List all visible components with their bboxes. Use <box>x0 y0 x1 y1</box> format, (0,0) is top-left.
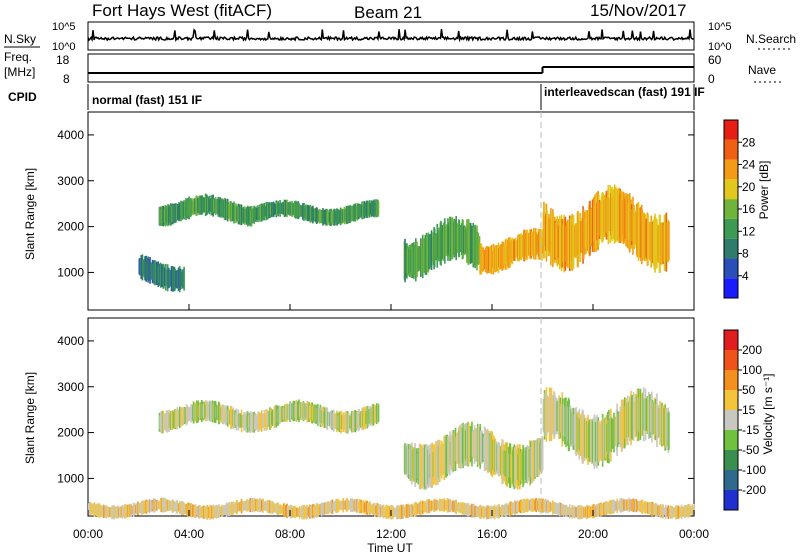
velocity-heatmap <box>88 387 695 520</box>
colorbar-tick-label: 16 <box>742 202 756 216</box>
cpid-segment-1: normal (fast) 151 IF <box>92 93 202 107</box>
freq-trace <box>88 66 694 74</box>
colorbar-segment <box>724 450 738 470</box>
nsky-tick-bottom: 10^0 <box>52 41 76 53</box>
colorbar-tick-label: 15 <box>742 403 756 417</box>
nsky-tick-top: 10^5 <box>52 21 76 33</box>
colorbar-tick-label: 50 <box>742 383 756 397</box>
colorbar-tick-label: -100 <box>742 463 766 477</box>
power-colorbar: 28 24 20 16 12 8 4 <box>723 119 756 299</box>
freq-tick-top: 18 <box>56 53 70 67</box>
power-ylabel: Slant Range [km] <box>23 168 37 260</box>
x-tick-label: 12:00 <box>376 527 406 541</box>
colorbar-tick-label: 12 <box>742 224 756 238</box>
colorbar-segment <box>724 350 738 370</box>
data-cell <box>377 201 380 216</box>
velocity-yticks: 4000 3000 2000 1000 <box>57 334 694 485</box>
colorbar-segment <box>724 330 738 350</box>
colorbar-segment <box>724 159 738 180</box>
nave-tick-bottom: 0 <box>708 72 715 86</box>
x-axis-label: Time UT <box>367 541 413 554</box>
data-cell <box>183 266 185 291</box>
data-cell <box>668 411 670 451</box>
velocity-ylabel: Slant Range [km] <box>23 372 37 464</box>
power-colorbar-label: Power [dB] <box>757 161 771 220</box>
date-label: 15/Nov/2017 <box>590 1 686 20</box>
colorbar-tick-label: 4 <box>742 269 749 283</box>
nsearch-label: N.Search <box>746 32 796 46</box>
colorbar-segment <box>724 370 738 390</box>
velocity-colorbar: 200 100 50 15 -15 -50 -100 -200 <box>723 329 766 511</box>
x-tick-label: 00:00 <box>73 527 103 541</box>
freq-tick-bottom: 8 <box>63 72 70 86</box>
data-cell <box>377 404 380 422</box>
colorbar-segment <box>724 430 738 450</box>
colorbar-segment <box>724 390 738 410</box>
x-axis-ticks: 00:00 04:00 08:00 12:00 16:00 20:00 00:00 <box>73 304 709 541</box>
colorbar-tick-label: 200 <box>742 343 762 357</box>
x-tick-label: 00:00 <box>679 527 709 541</box>
station-title: Fort Hays West (fitACF) <box>92 1 272 20</box>
colorbar-segment <box>724 238 738 259</box>
colorbar-segment <box>724 120 738 140</box>
colorbar-tick-label: 28 <box>742 135 756 149</box>
data-cell <box>693 503 695 515</box>
y-tick-label: 1000 <box>57 265 84 279</box>
colorbar-segment <box>724 218 738 239</box>
colorbar-segment <box>724 139 738 160</box>
colorbar-frame <box>723 329 739 511</box>
x-tick-label: 16:00 <box>477 527 507 541</box>
beam-label: Beam 21 <box>354 3 422 22</box>
freq-unit: [MHz] <box>4 65 35 79</box>
nave-label: Nave <box>748 63 776 77</box>
colorbar-segment <box>724 199 738 219</box>
colorbar-segment <box>724 278 738 298</box>
colorbar-segment <box>724 410 738 430</box>
nsky-line <box>87 28 695 43</box>
x-tick-label: 08:00 <box>275 527 305 541</box>
cpid-label: CPID <box>8 90 37 104</box>
velocity-colorbar-label: Velocity [m s⁻¹] <box>761 373 775 454</box>
x-tick-label: 04:00 <box>174 527 204 541</box>
data-cell <box>541 437 544 471</box>
freq-label: Freq. <box>4 50 32 64</box>
y-tick-label: 1000 <box>57 471 84 485</box>
nsky-label: N.Sky <box>4 32 36 46</box>
y-tick-label: 2000 <box>57 426 84 440</box>
colorbar-tick-label: -50 <box>742 443 760 457</box>
colorbar-tick-label: 20 <box>742 180 756 194</box>
colorbar-tick-label: 8 <box>742 247 749 261</box>
y-tick-label: 3000 <box>57 174 84 188</box>
colorbar-segment <box>724 470 738 490</box>
colorbar-segment <box>724 179 738 200</box>
colorbar-tick-label: 100 <box>742 363 762 377</box>
colorbar-segment <box>724 258 738 279</box>
power-heatmap <box>138 184 670 293</box>
colorbar-segment <box>724 490 738 510</box>
nave-tick-top: 60 <box>708 53 722 67</box>
nsearch-tick-bottom: 10^0 <box>708 41 732 53</box>
nsearch-tick-top: 10^5 <box>708 21 732 33</box>
colorbar-tick-label: -15 <box>742 423 760 437</box>
cpid-segment-2: interleavedscan (fast) 191 IF <box>544 85 705 99</box>
x-tick-label: 20:00 <box>578 527 608 541</box>
y-tick-label: 3000 <box>57 380 84 394</box>
noise-panel-frame <box>87 21 695 51</box>
y-tick-label: 4000 <box>57 128 84 142</box>
colorbar-tick-label: 24 <box>742 158 756 172</box>
colorbar-tick-label: -200 <box>742 483 766 497</box>
data-cell <box>668 221 670 261</box>
power-yticks: 4000 3000 2000 1000 <box>57 128 694 279</box>
noise-trace <box>87 28 695 43</box>
y-tick-label: 4000 <box>57 334 84 348</box>
y-tick-label: 2000 <box>57 220 84 234</box>
